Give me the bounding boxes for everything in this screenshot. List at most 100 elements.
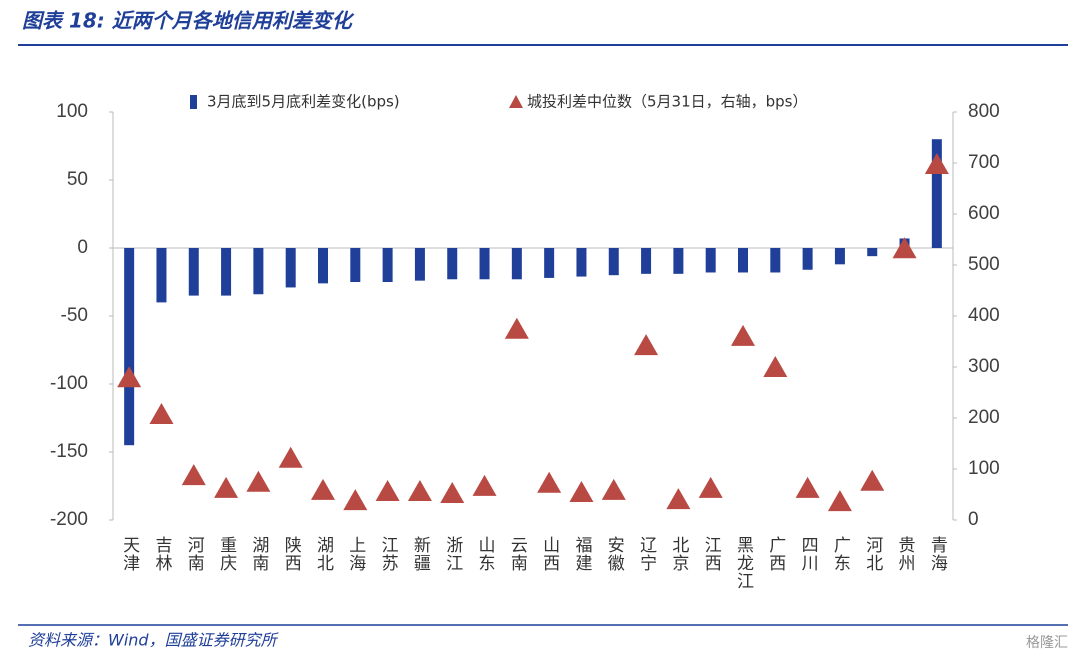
triangle-marker — [181, 464, 206, 486]
y2-tick-label: 0 — [968, 509, 979, 530]
x-tick-label: 山西 — [539, 536, 559, 572]
bar — [738, 248, 748, 273]
triangle-marker — [278, 446, 303, 468]
triangle-marker — [440, 481, 465, 503]
bar — [834, 248, 845, 265]
bar — [511, 248, 522, 280]
triangle-marker — [472, 474, 497, 496]
bar — [641, 248, 652, 274]
bar — [608, 248, 619, 276]
bar — [479, 248, 490, 280]
triangle-marker — [117, 366, 142, 388]
x-tick-label: 江苏 — [378, 536, 399, 572]
y-tick-label: -150 — [50, 441, 88, 462]
bar — [318, 248, 328, 284]
triangle-marker — [246, 470, 271, 492]
source: 资料来源：Wind，国盛证券研究所 — [28, 631, 280, 650]
bar — [188, 248, 199, 296]
x-tick-label: 陕西 — [281, 536, 301, 572]
x-tick-label: 河北 — [862, 536, 883, 572]
y2-tick-label: 800 — [968, 101, 1000, 122]
x-tick-label: 广西 — [765, 536, 786, 572]
bar — [931, 139, 942, 248]
x-tick-label: 河南 — [184, 536, 205, 572]
bar — [867, 248, 878, 257]
x-tick-label: 福建 — [571, 536, 592, 572]
x-tick-label: 辽宁 — [636, 536, 657, 572]
bar — [802, 248, 813, 270]
triangle-marker — [375, 479, 400, 501]
triangle-marker — [827, 490, 852, 512]
y2-tick-label: 100 — [968, 458, 1000, 479]
legend-swatch — [190, 95, 197, 109]
x-tick-label: 广东 — [830, 536, 851, 572]
x-tick-label: 湖南 — [248, 536, 269, 572]
y-tick-label: 100 — [56, 101, 88, 122]
y2-tick-label: 200 — [968, 407, 1000, 428]
y2-tick-label: 400 — [968, 305, 1000, 326]
x-tick-label: 青海 — [927, 536, 948, 572]
bar — [544, 248, 555, 278]
triangle-marker — [149, 402, 174, 424]
triangle-marker — [569, 480, 594, 502]
x-tick-label: 山东 — [475, 536, 495, 572]
triangle-marker — [601, 478, 626, 500]
triangle-marker — [311, 478, 335, 500]
x-tick-label: 北京 — [668, 536, 689, 572]
bar — [156, 248, 167, 303]
bar — [221, 248, 232, 296]
y2-tick-label: 500 — [968, 254, 1000, 275]
x-tick-label: 云南 — [507, 536, 528, 572]
y2-tick-label: 700 — [968, 152, 1000, 173]
triangle-marker — [795, 476, 820, 498]
bar — [414, 248, 425, 281]
x-tick-label: 安徽 — [604, 536, 625, 572]
legend-swatch — [509, 95, 523, 108]
bar — [705, 248, 716, 273]
bar — [770, 248, 781, 273]
bar — [350, 248, 361, 282]
y-tick-label: -100 — [50, 373, 88, 394]
y-tick-label: -50 — [61, 305, 88, 326]
triangle-marker — [214, 476, 239, 498]
x-tick-label: 湖北 — [313, 536, 334, 572]
triangle-marker — [698, 476, 723, 498]
triangle-marker — [407, 479, 432, 501]
triangle-marker — [537, 471, 562, 493]
chart-title: 图表 18: 近两个月各地信用利差变化 — [22, 9, 355, 33]
bar — [285, 248, 296, 288]
y-tick-label: 0 — [77, 237, 88, 258]
bar — [253, 248, 264, 295]
legend-label: 3月底到5月底利差变化(bps) — [207, 93, 400, 111]
triangle-marker — [504, 317, 529, 339]
watermark: 格隆汇 — [1026, 635, 1068, 651]
x-tick-label: 天津 — [119, 536, 140, 572]
bar — [382, 248, 393, 282]
bar — [447, 248, 458, 280]
triangle-marker — [924, 153, 949, 175]
y-tick-label: -200 — [50, 509, 88, 530]
y2-tick-label: 600 — [968, 203, 1000, 224]
bar — [673, 248, 684, 274]
bar — [124, 248, 135, 446]
x-tick-label: 上海 — [345, 536, 366, 572]
triangle-marker — [731, 324, 755, 346]
x-tick-label: 重庆 — [216, 536, 237, 572]
triangle-marker — [634, 334, 659, 356]
triangle-marker — [666, 488, 691, 510]
x-tick-label: 吉林 — [151, 536, 172, 572]
x-tick-label: 江西 — [701, 536, 722, 572]
triangle-marker — [892, 237, 917, 259]
triangle-marker — [860, 469, 885, 491]
x-tick-label: 四川 — [798, 536, 819, 572]
bar — [576, 248, 587, 277]
y2-tick-label: 300 — [968, 356, 1000, 377]
triangle-marker — [343, 489, 368, 511]
triangle-marker — [763, 356, 788, 378]
x-tick-label: 黑龙江 — [733, 536, 754, 590]
x-tick-label: 浙江 — [442, 536, 463, 572]
legend-label: 城投利差中位数（5月31日，右轴，bps） — [527, 93, 808, 111]
y-tick-label: 50 — [67, 169, 88, 190]
x-tick-label: 贵州 — [895, 536, 916, 572]
